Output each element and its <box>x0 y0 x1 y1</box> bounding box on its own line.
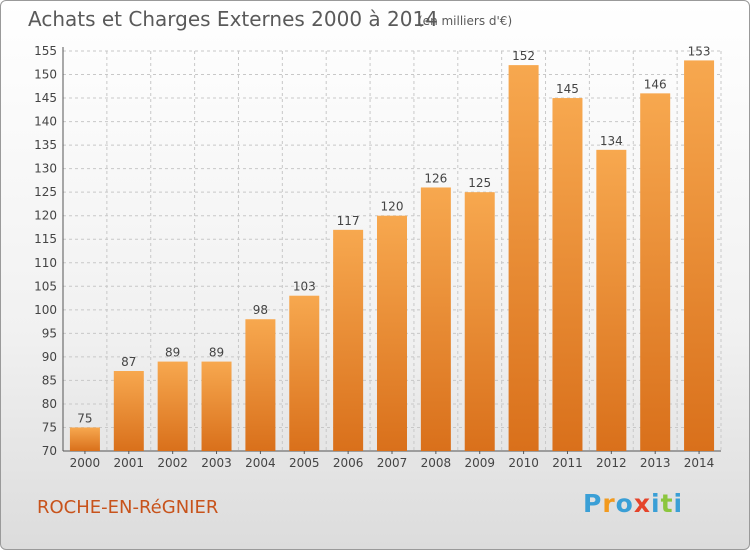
bar-value-label: 152 <box>512 49 535 63</box>
bar <box>640 93 671 452</box>
proxiti-logo[interactable]: Proxiti <box>583 489 683 518</box>
bar-value-label: 98 <box>253 303 268 317</box>
x-tick-label: 2010 <box>508 456 539 470</box>
x-tick-label: 2008 <box>421 456 452 470</box>
bar <box>596 149 627 451</box>
y-tick-label: 120 <box>34 209 57 223</box>
logo-letter: P <box>583 489 603 518</box>
bar <box>245 319 276 451</box>
bar-value-label: 145 <box>556 82 579 96</box>
bar-value-label: 134 <box>600 134 623 148</box>
x-tick-label: 2001 <box>114 456 145 470</box>
y-tick-label: 90 <box>42 350 57 364</box>
logo-letter: x <box>633 489 651 518</box>
y-tick-label: 100 <box>34 303 57 317</box>
y-tick-label: 115 <box>34 232 57 246</box>
y-tick-label: 140 <box>34 115 57 129</box>
bar <box>289 295 320 451</box>
x-tick-label: 2011 <box>552 456 583 470</box>
bar-value-label: 103 <box>293 280 316 294</box>
y-tick-label: 105 <box>34 279 57 293</box>
y-tick-label: 135 <box>34 138 57 152</box>
x-tick-label: 2000 <box>70 456 101 470</box>
bar-value-label: 75 <box>77 411 92 425</box>
bar <box>552 98 583 451</box>
y-tick-label: 155 <box>34 44 57 58</box>
logo-letter: t <box>660 489 674 518</box>
chart-subtitle: (en milliers d'€) <box>418 14 513 28</box>
bar <box>157 361 188 451</box>
y-tick-label: 85 <box>42 373 57 387</box>
bar <box>464 192 495 452</box>
y-tick-label: 150 <box>34 68 57 82</box>
bars <box>69 60 715 452</box>
x-tick-label: 2012 <box>596 456 627 470</box>
x-tick-label: 2014 <box>684 456 715 470</box>
bar <box>377 215 407 451</box>
axes: 70 75 80 85 90 95 100 105 110 115 120 125 130 135 140 1… <box>34 44 721 458</box>
logo-letter: i <box>673 489 684 518</box>
bar <box>420 187 451 451</box>
logo-letter: o <box>615 489 634 518</box>
y-tick-label: 110 <box>34 256 57 270</box>
bar-value-label: 126 <box>424 171 447 185</box>
x-tick-label: 2009 <box>464 456 495 470</box>
x-tick-label: 2007 <box>377 456 408 470</box>
y-tick-label: 145 <box>34 91 57 105</box>
bar-value-label: 120 <box>381 200 404 214</box>
town-name: ROCHE-EN-RéGNIER <box>37 497 219 518</box>
bar-value-label: 89 <box>209 346 224 360</box>
y-tick-label: 125 <box>34 185 57 199</box>
bar <box>508 65 539 451</box>
labels: 75 2000 87 2001 89 2002 89 2003 98 2004 103 2005 117… <box>70 44 715 470</box>
x-tick-label: 2002 <box>157 456 188 470</box>
x-tick-label: 2003 <box>201 456 232 470</box>
y-tick-label: 95 <box>42 326 57 340</box>
bar <box>201 361 232 451</box>
bar-value-label: 146 <box>644 77 667 91</box>
x-tick-label: 2005 <box>289 456 320 470</box>
y-tick-label: 70 <box>42 444 57 458</box>
bar-value-label: 89 <box>165 346 180 360</box>
logo-letter: r <box>602 489 616 518</box>
logo-letter: i <box>651 489 661 518</box>
bar <box>333 229 364 451</box>
bar <box>684 60 715 451</box>
bar-value-label: 117 <box>337 214 360 228</box>
x-tick-label: 2006 <box>333 456 364 470</box>
bar-value-label: 153 <box>688 44 711 58</box>
x-tick-label: 2013 <box>640 456 671 470</box>
y-tick-label: 75 <box>42 420 57 434</box>
chart-title: Achats et Charges Externes 2000 à 2014 <box>28 7 438 31</box>
x-tick-label: 2004 <box>245 456 276 470</box>
bar-value-label: 125 <box>468 176 491 190</box>
bar <box>113 371 144 451</box>
bar <box>69 427 100 451</box>
y-tick-label: 80 <box>42 397 57 411</box>
y-tick-label: 130 <box>34 162 57 176</box>
bar-value-label: 87 <box>121 355 136 369</box>
